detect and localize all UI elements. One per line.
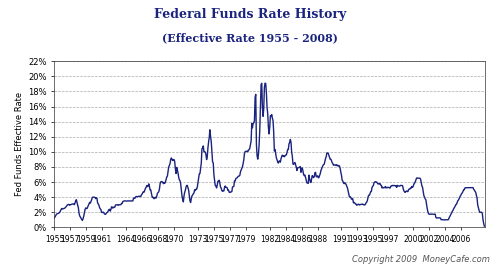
Text: Federal Funds Rate History: Federal Funds Rate History: [154, 8, 346, 21]
Text: Copyright 2009  MoneyCafe.com: Copyright 2009 MoneyCafe.com: [352, 255, 490, 264]
Y-axis label: Fed Funds Effective Rate: Fed Funds Effective Rate: [15, 92, 24, 196]
Text: (Effective Rate 1955 - 2008): (Effective Rate 1955 - 2008): [162, 32, 338, 43]
